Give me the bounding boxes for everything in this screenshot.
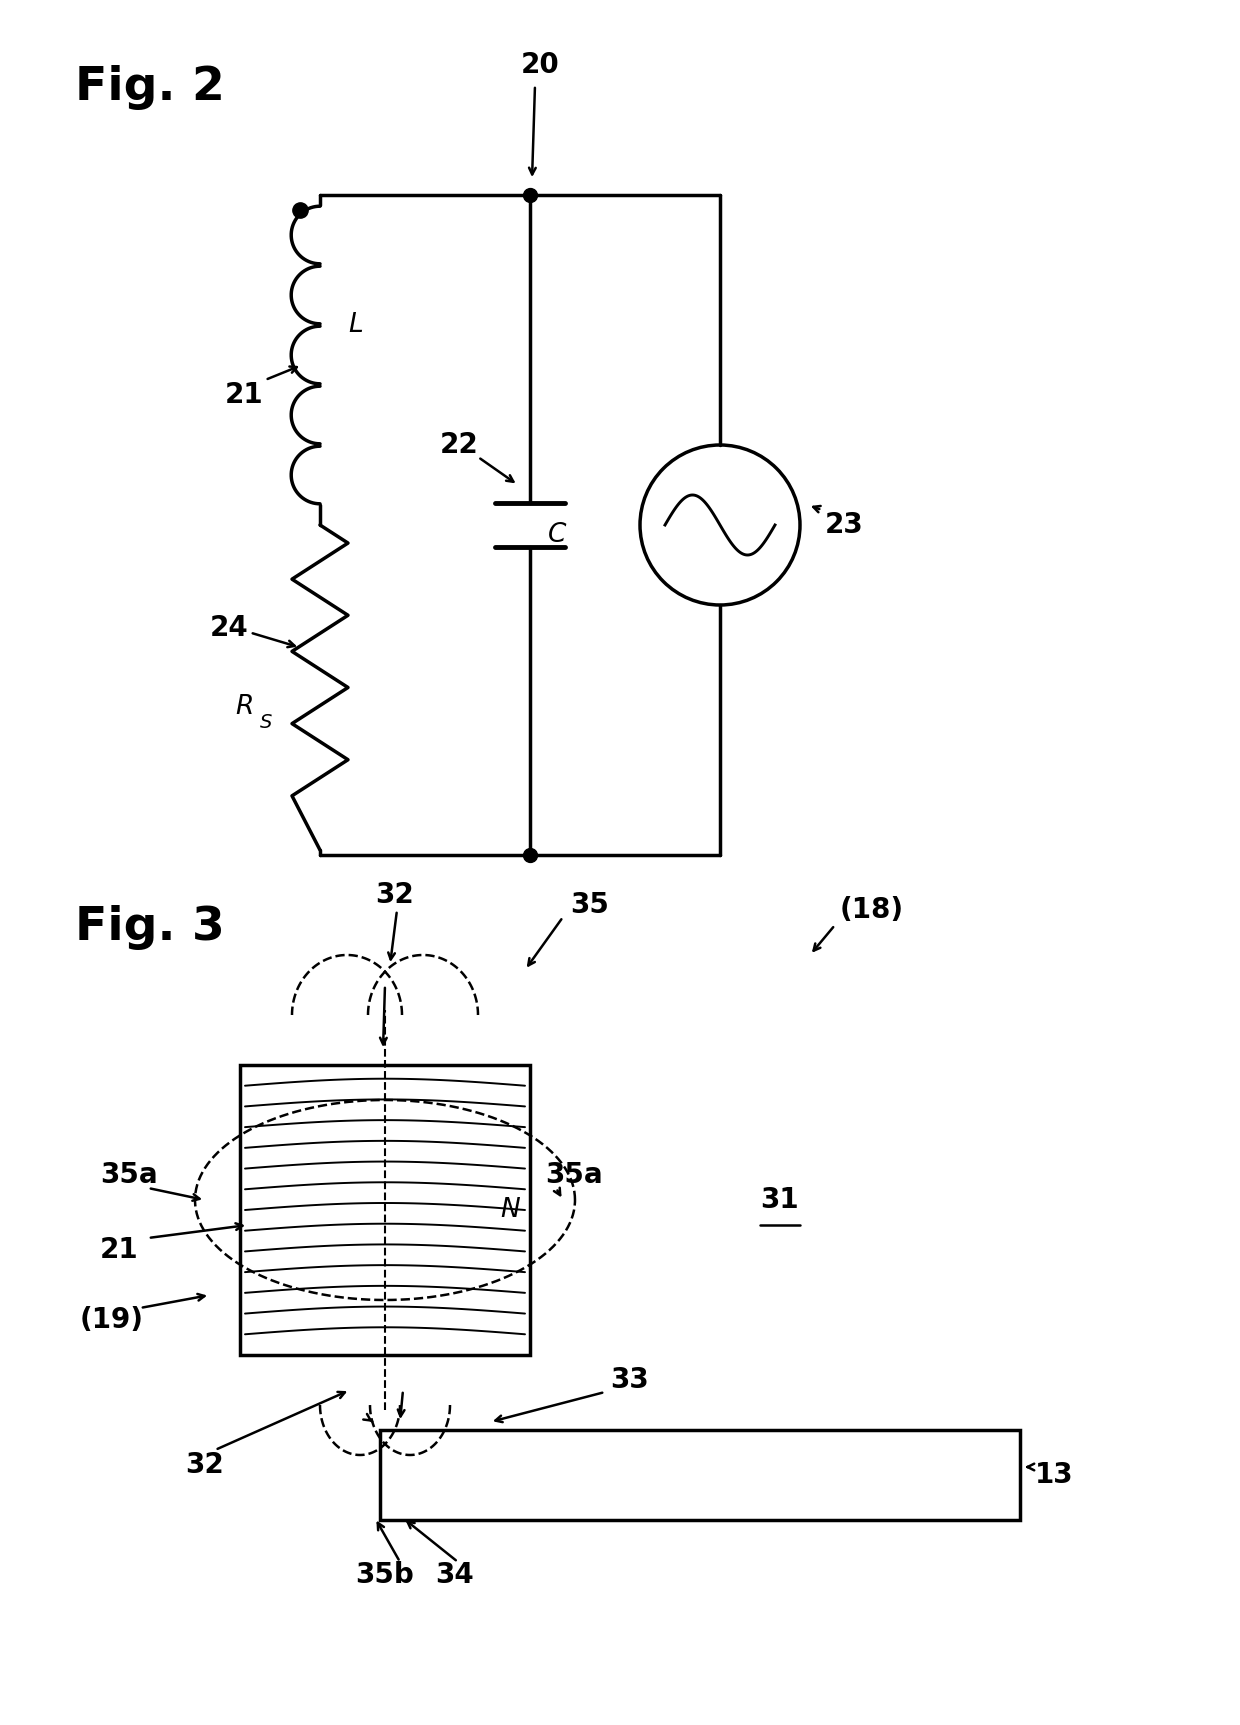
Bar [241,1064,529,1356]
Text: 35a: 35a [100,1161,157,1189]
Text: 34: 34 [435,1561,475,1589]
Text: (18): (18) [839,895,904,925]
Text: 13: 13 [1035,1461,1074,1489]
Text: C: C [548,523,567,549]
Text: 31: 31 [760,1187,799,1214]
Text: 35b: 35b [356,1561,414,1589]
Text: L: L [348,312,363,338]
Bar [379,1430,1021,1520]
Text: 35: 35 [570,892,609,919]
Text: Fig. 2: Fig. 2 [74,66,224,110]
Text: 24: 24 [210,614,249,642]
Text: 33: 33 [610,1366,649,1394]
Text: S: S [260,712,273,731]
Text: R: R [236,695,253,721]
Text: 23: 23 [825,511,864,538]
Text: 32: 32 [376,881,414,909]
Text: 32: 32 [185,1451,223,1478]
Text: 22: 22 [440,431,479,459]
Text: (19): (19) [81,1306,144,1333]
Text: 20: 20 [521,52,559,79]
Text: Fig. 3: Fig. 3 [74,906,224,950]
Text: 21: 21 [224,381,264,409]
Text: 21: 21 [100,1237,139,1264]
Text: N: N [500,1197,520,1223]
Text: 35a: 35a [546,1161,603,1189]
